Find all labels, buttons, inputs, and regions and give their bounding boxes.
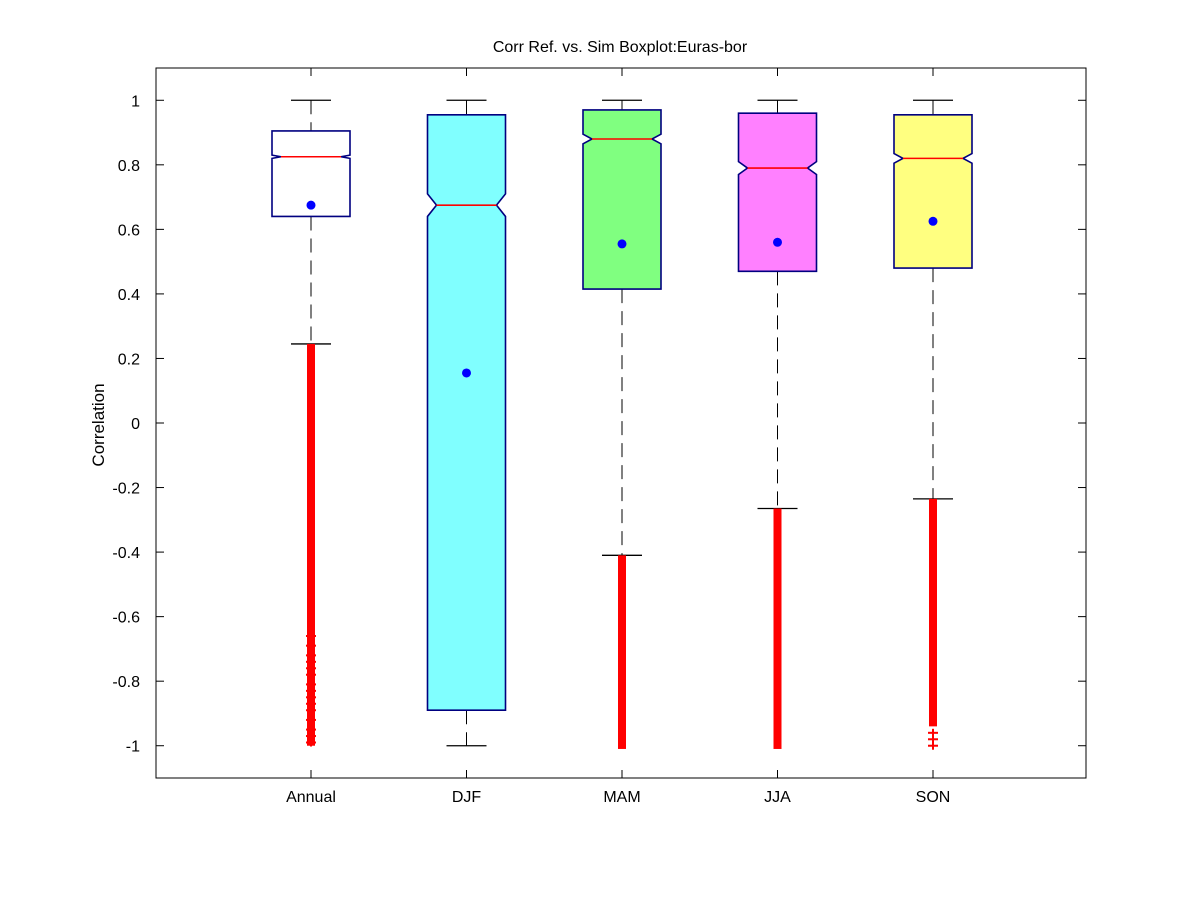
y-tick-label: -1 <box>126 739 140 756</box>
y-tick-label: 0 <box>131 416 140 433</box>
outlier-marker <box>306 641 316 650</box>
y-tick-label: 0.8 <box>118 158 140 175</box>
x-tick-label: DJF <box>452 789 482 806</box>
mean-marker <box>928 216 938 226</box>
x-tick-label: MAM <box>603 789 640 806</box>
mean-marker <box>306 200 316 210</box>
outlier-marker <box>306 738 316 747</box>
mean-marker <box>773 237 782 247</box>
outlier-marker <box>306 706 316 715</box>
y-tick-label: 0.6 <box>118 222 140 239</box>
y-tick-label: -0.2 <box>112 481 140 498</box>
y-tick-label: 0.2 <box>118 351 140 368</box>
y-axis-label: Correlation <box>89 383 108 466</box>
notched-box <box>582 109 662 290</box>
x-tick-label: JJA <box>764 789 791 806</box>
box-group <box>271 99 351 747</box>
x-tick-label: Annual <box>286 789 336 806</box>
box-group <box>737 99 818 749</box>
y-tick-label: -0.8 <box>112 674 140 691</box>
y-tick-label: -0.6 <box>112 610 140 627</box>
outlier-marker <box>928 741 938 750</box>
chart-title: Corr Ref. vs. Sim Boxplot:Euras-bor <box>493 39 748 56</box>
outlier-band <box>307 343 315 746</box>
notched-box <box>271 130 351 218</box>
box-group <box>893 99 973 750</box>
outlier-marker <box>306 715 316 724</box>
y-tick-label: 0.4 <box>118 287 140 304</box>
outlier-band <box>618 555 626 749</box>
y-tick-label: -0.4 <box>112 545 140 562</box>
box-group <box>582 99 662 749</box>
axes: 1 0.8 0.6 0.4 0.2 0 -0.2 -0.4 -0.6 -0.8 -1 Annual DJ… <box>112 67 1087 806</box>
box-group <box>426 99 507 747</box>
outlier-marker <box>306 670 316 679</box>
mean-marker <box>462 368 471 378</box>
plot-area <box>271 99 973 750</box>
mean-marker <box>617 239 627 249</box>
notched-box <box>893 113 973 269</box>
outlier-band <box>929 498 937 727</box>
notched-box <box>426 113 507 712</box>
outlier-band <box>773 508 782 749</box>
x-tick-label: SON <box>916 789 951 806</box>
notched-box <box>737 112 818 273</box>
outlier-marker <box>306 632 316 640</box>
y-tick-label: 1 <box>131 93 140 110</box>
